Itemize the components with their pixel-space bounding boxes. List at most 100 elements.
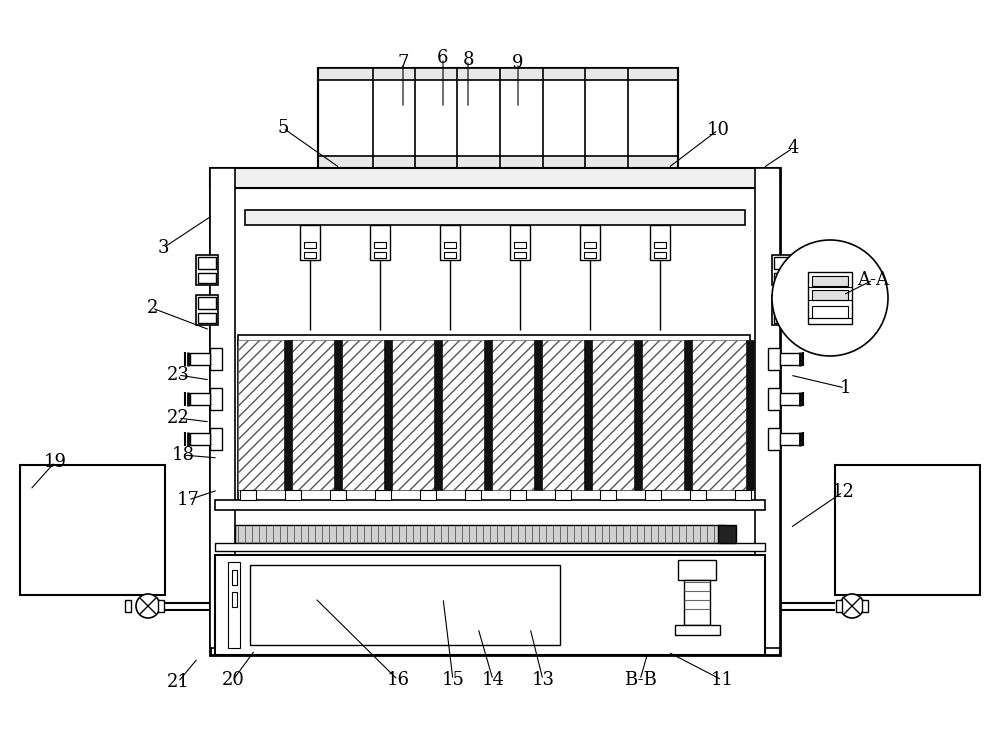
- Bar: [334, 340, 342, 490]
- Bar: [238, 340, 288, 490]
- Text: 14: 14: [482, 671, 504, 689]
- Text: 5: 5: [277, 119, 289, 137]
- Bar: [198, 273, 216, 283]
- Bar: [374, 242, 386, 248]
- Bar: [678, 560, 716, 580]
- Bar: [580, 225, 600, 260]
- Bar: [20, 465, 165, 595]
- Bar: [238, 490, 750, 502]
- Text: 8: 8: [462, 51, 474, 69]
- Bar: [374, 252, 386, 258]
- Bar: [285, 490, 301, 500]
- Bar: [812, 276, 848, 286]
- Circle shape: [772, 240, 888, 356]
- Bar: [645, 490, 661, 500]
- Circle shape: [136, 594, 160, 618]
- Bar: [688, 340, 750, 490]
- Bar: [198, 313, 216, 323]
- Bar: [690, 490, 706, 500]
- Bar: [510, 225, 530, 260]
- Bar: [215, 500, 765, 510]
- Bar: [538, 340, 588, 490]
- Bar: [584, 242, 596, 248]
- Text: 9: 9: [512, 54, 524, 72]
- Bar: [780, 353, 800, 365]
- Bar: [196, 255, 218, 285]
- Bar: [238, 335, 750, 345]
- Bar: [812, 306, 848, 318]
- Bar: [250, 565, 560, 645]
- Bar: [288, 340, 338, 490]
- Bar: [235, 525, 725, 543]
- Bar: [438, 340, 488, 490]
- Bar: [240, 490, 256, 500]
- Text: 22: 22: [167, 409, 189, 427]
- Bar: [388, 340, 438, 490]
- Bar: [318, 68, 678, 168]
- Bar: [774, 313, 792, 323]
- Bar: [808, 272, 852, 324]
- Text: 19: 19: [44, 453, 66, 471]
- Bar: [444, 242, 456, 248]
- Text: 4: 4: [787, 139, 799, 157]
- Bar: [465, 490, 481, 500]
- Bar: [514, 242, 526, 248]
- Bar: [588, 340, 638, 490]
- Text: 11: 11: [710, 671, 734, 689]
- Bar: [774, 257, 792, 269]
- Bar: [735, 490, 751, 500]
- Text: 16: 16: [386, 671, 410, 689]
- Bar: [330, 490, 346, 500]
- Text: 10: 10: [706, 121, 730, 139]
- Bar: [370, 225, 390, 260]
- Bar: [774, 273, 792, 283]
- Bar: [768, 388, 780, 410]
- Text: 3: 3: [157, 239, 169, 257]
- Bar: [238, 340, 750, 490]
- Bar: [510, 490, 526, 500]
- Bar: [210, 428, 222, 450]
- Bar: [600, 490, 616, 500]
- Text: 12: 12: [832, 483, 854, 501]
- Bar: [210, 388, 222, 410]
- Bar: [434, 340, 442, 490]
- Bar: [768, 348, 780, 370]
- Bar: [210, 168, 235, 648]
- Bar: [228, 562, 240, 648]
- Bar: [772, 295, 794, 325]
- Bar: [210, 168, 780, 655]
- Bar: [514, 252, 526, 258]
- Bar: [654, 242, 666, 248]
- Text: 18: 18: [172, 446, 194, 464]
- Bar: [190, 393, 210, 405]
- Bar: [375, 490, 391, 500]
- Circle shape: [840, 594, 864, 618]
- Bar: [654, 252, 666, 258]
- Bar: [245, 210, 745, 225]
- Bar: [812, 290, 848, 300]
- Text: 2: 2: [146, 299, 158, 317]
- Text: 13: 13: [532, 671, 554, 689]
- Text: B-B: B-B: [624, 671, 656, 689]
- Bar: [158, 600, 164, 612]
- Bar: [384, 340, 392, 490]
- Bar: [584, 340, 592, 490]
- Bar: [638, 340, 688, 490]
- Bar: [534, 340, 542, 490]
- Bar: [232, 592, 237, 607]
- Bar: [675, 625, 720, 635]
- Text: 6: 6: [437, 49, 449, 67]
- Bar: [780, 393, 800, 405]
- Bar: [768, 428, 780, 450]
- Bar: [318, 68, 678, 80]
- Bar: [300, 225, 320, 260]
- Bar: [210, 168, 780, 188]
- Bar: [634, 340, 642, 490]
- Bar: [684, 340, 692, 490]
- Bar: [318, 156, 678, 168]
- Bar: [284, 340, 292, 490]
- Bar: [196, 295, 218, 325]
- Bar: [862, 600, 868, 612]
- Bar: [772, 255, 794, 285]
- Bar: [488, 340, 538, 490]
